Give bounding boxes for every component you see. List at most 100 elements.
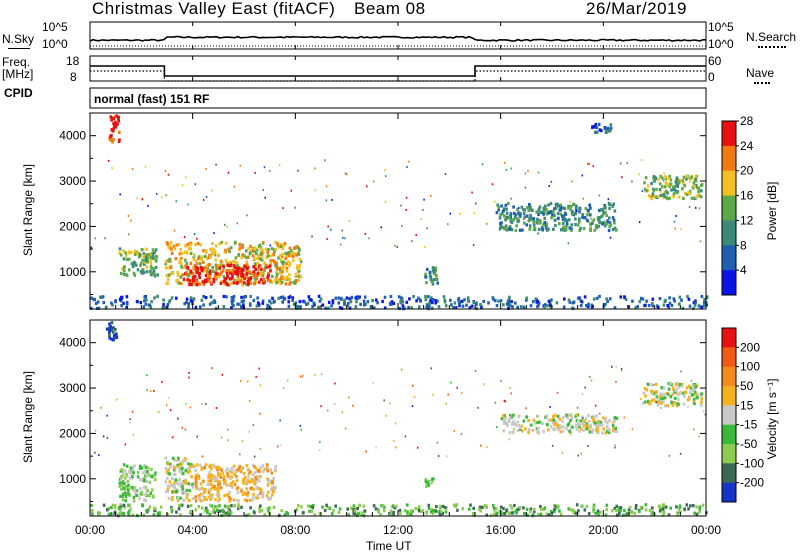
velocity-cell xyxy=(207,473,211,477)
power-cell xyxy=(177,242,181,247)
power-cell xyxy=(151,252,155,256)
power-cell xyxy=(253,250,256,254)
power-cell xyxy=(101,295,105,299)
power-cell xyxy=(142,258,146,263)
power-cell xyxy=(434,269,438,273)
power-cell xyxy=(268,299,271,303)
velocity-cell xyxy=(146,488,149,492)
velocity-cell xyxy=(218,482,221,486)
power-cell xyxy=(277,256,280,260)
power-cell xyxy=(197,255,201,259)
velocity-cell xyxy=(602,416,605,420)
power-cell xyxy=(175,296,178,300)
power-cell xyxy=(224,277,228,281)
power-cell xyxy=(154,248,158,252)
power-cell xyxy=(536,217,539,221)
velocity-cell xyxy=(695,512,699,516)
power-cell xyxy=(207,255,211,260)
power-cell xyxy=(226,275,229,279)
velocity-cell xyxy=(242,477,246,481)
power-cell xyxy=(202,303,205,307)
velocity-cell xyxy=(170,507,174,511)
velocity-cell xyxy=(381,503,385,508)
velocity-cell xyxy=(308,509,311,513)
power-cell xyxy=(143,299,146,303)
power-cell xyxy=(511,305,514,309)
velocity-cell xyxy=(207,490,211,495)
power-cell xyxy=(543,221,546,225)
velocity-cell xyxy=(661,503,665,508)
power-cell xyxy=(272,250,276,254)
velocity-cell xyxy=(173,466,177,470)
velocity-cell xyxy=(644,400,647,404)
velocity-cell xyxy=(245,464,249,468)
power-noise-cell xyxy=(173,229,176,232)
power-cell xyxy=(178,252,182,256)
power-cell xyxy=(331,301,335,305)
power-cell xyxy=(657,305,660,309)
velocity-cell xyxy=(405,512,409,516)
velocity-cell xyxy=(214,486,217,491)
power-noise-cell xyxy=(423,198,425,201)
velocity-cell xyxy=(698,510,701,514)
power-cell xyxy=(194,259,198,263)
power-cell xyxy=(676,184,679,188)
power-cell xyxy=(347,302,350,306)
velocity-cell xyxy=(127,511,130,515)
power-noise-cell xyxy=(673,220,676,223)
power-cell xyxy=(111,303,114,307)
power-cell xyxy=(238,242,241,246)
power-cell xyxy=(602,304,606,308)
power-cell xyxy=(506,227,510,231)
velocity-cell xyxy=(199,482,203,486)
power-cell xyxy=(615,228,618,232)
velocity-cell xyxy=(118,484,122,488)
power-cell xyxy=(209,269,212,273)
power-noise-cell xyxy=(187,203,189,206)
power-cell xyxy=(554,206,558,210)
power-cell xyxy=(275,281,278,285)
power-cell xyxy=(453,306,456,310)
power-cell xyxy=(694,301,697,305)
power-cell xyxy=(249,249,253,253)
power-noise-cell xyxy=(607,198,610,201)
power-noise-cell xyxy=(368,237,370,240)
power-cell xyxy=(578,206,581,210)
power-cell xyxy=(252,270,256,274)
velocity-cell xyxy=(142,513,146,517)
power-cell xyxy=(443,300,447,304)
velocity-cell xyxy=(689,504,692,508)
velocity-cell xyxy=(269,488,273,492)
power-colorbar-tick-label: 12 xyxy=(740,213,754,227)
power-cell xyxy=(662,303,666,307)
power-cell xyxy=(194,242,197,246)
velocity-cell xyxy=(142,485,146,490)
power-cell xyxy=(538,205,542,209)
power-cell xyxy=(442,295,446,299)
velocity-cell xyxy=(538,420,541,424)
power-cell xyxy=(604,206,607,210)
velocity-cell xyxy=(171,495,174,499)
velocity-cell xyxy=(159,505,163,509)
velocity-cell xyxy=(518,506,522,510)
velocity-cell xyxy=(673,390,677,394)
power-cell xyxy=(467,299,471,303)
velocity-cell xyxy=(598,423,601,427)
power-cell xyxy=(693,184,696,189)
power-cell xyxy=(525,223,529,227)
power-cell xyxy=(613,209,617,213)
velocity-cell xyxy=(575,503,579,507)
power-cell xyxy=(498,216,502,220)
velocity-cell xyxy=(175,490,178,494)
velocity-noise-cell xyxy=(631,428,634,431)
power-noise-cell xyxy=(415,234,417,236)
velocity-cell xyxy=(691,386,695,390)
velocity-cell xyxy=(166,462,170,466)
power-cell xyxy=(401,300,404,304)
power-cell xyxy=(215,264,218,268)
power-noise-cell xyxy=(224,223,226,226)
velocity-cell xyxy=(661,513,665,517)
power-cell xyxy=(283,297,287,301)
velocity-cell xyxy=(501,414,505,418)
